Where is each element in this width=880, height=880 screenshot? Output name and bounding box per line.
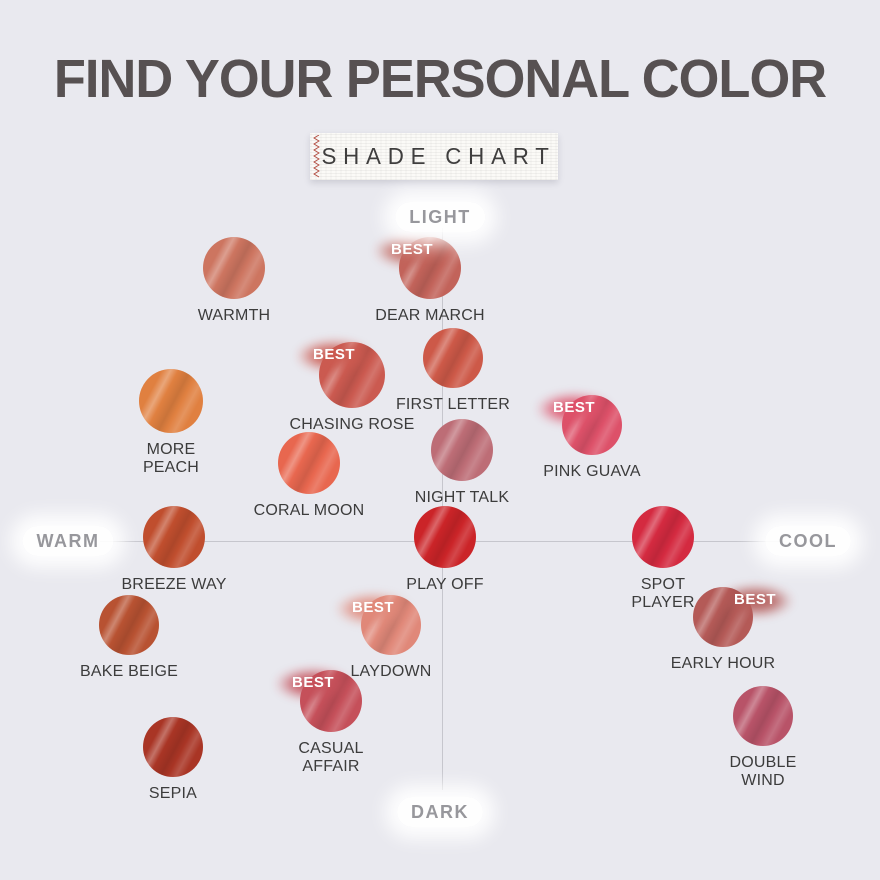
best-glow bbox=[536, 393, 612, 425]
shade-circle[interactable] bbox=[632, 506, 694, 568]
shade-label: CORAL MOON bbox=[253, 502, 365, 519]
shade-label: DOUBLE WIND bbox=[729, 754, 797, 789]
shade-label: PINK GUAVA bbox=[543, 463, 641, 480]
shade-label: BREEZE WAY bbox=[121, 576, 227, 593]
shade-swatch-more-peach[interactable]: MORE PEACH bbox=[101, 369, 241, 477]
shade-circle[interactable] bbox=[143, 717, 203, 777]
axis-label-warm: WARM bbox=[22, 526, 114, 556]
axis-label-light: LIGHT bbox=[395, 202, 485, 232]
shade-label: CASUAL AFFAIR bbox=[298, 740, 364, 775]
best-label: BEST bbox=[291, 674, 334, 691]
shade-label: WARMTH bbox=[197, 307, 271, 324]
best-glow bbox=[335, 593, 411, 625]
best-label: BEST bbox=[552, 399, 595, 416]
stitch-zigzag-icon bbox=[313, 135, 320, 178]
shade-circle[interactable] bbox=[139, 369, 203, 433]
axis-label-dark: DARK bbox=[397, 797, 483, 827]
shade-label: CHASING ROSE bbox=[289, 416, 415, 433]
best-badge: BEST bbox=[275, 668, 351, 700]
shade-circle[interactable] bbox=[423, 328, 483, 388]
best-glow bbox=[717, 585, 793, 617]
best-badge: BEST bbox=[536, 393, 612, 425]
shade-label: MORE PEACH bbox=[142, 441, 200, 476]
shade-label: FIRST LETTER bbox=[395, 396, 511, 413]
shade-swatch-double-wind[interactable]: DOUBLE WIND bbox=[693, 686, 833, 790]
shade-swatch-breeze-way[interactable]: BREEZE WAY bbox=[104, 506, 244, 594]
shade-circle[interactable] bbox=[733, 686, 793, 746]
shade-swatch-dear-march[interactable]: BEST DEAR MARCH bbox=[360, 235, 500, 325]
shade-label: DEAR MARCH bbox=[375, 307, 485, 324]
shade-label: PLAY OFF bbox=[406, 576, 484, 593]
shade-label: EARLY HOUR bbox=[670, 655, 776, 672]
shade-swatch-coral-moon[interactable]: CORAL MOON bbox=[239, 432, 379, 520]
shade-circle[interactable] bbox=[414, 506, 476, 568]
best-badge: BEST bbox=[296, 340, 372, 372]
tag-label: SHADE CHART bbox=[321, 143, 556, 169]
best-label: BEST bbox=[390, 241, 433, 258]
shade-label: NIGHT TALK bbox=[414, 489, 510, 506]
shade-swatch-night-talk[interactable]: NIGHT TALK bbox=[392, 419, 532, 507]
shade-swatch-bake-beige[interactable]: BAKE BEIGE bbox=[59, 595, 199, 681]
shade-swatch-pink-guava[interactable]: BEST PINK GUAVA bbox=[522, 393, 662, 481]
best-label: BEST bbox=[312, 346, 355, 363]
shade-swatch-laydown[interactable]: BEST LAYDOWN bbox=[321, 593, 461, 681]
best-glow bbox=[374, 235, 450, 267]
shade-circle[interactable] bbox=[143, 506, 205, 568]
shade-swatch-play-off[interactable]: PLAY OFF bbox=[375, 506, 515, 594]
best-label: BEST bbox=[351, 599, 394, 616]
shade-chart-tag: SHADE CHART bbox=[310, 133, 558, 180]
shade-swatch-chasing-rose[interactable]: BEST CHASING ROSE bbox=[282, 340, 422, 434]
shade-swatch-early-hour[interactable]: BEST EARLY HOUR bbox=[653, 585, 793, 673]
shade-label: LAYDOWN bbox=[350, 663, 432, 680]
shade-circle[interactable] bbox=[278, 432, 340, 494]
best-glow bbox=[296, 340, 372, 372]
best-badge: BEST bbox=[374, 235, 450, 267]
best-badge: BEST bbox=[335, 593, 411, 625]
page-title: FIND YOUR PERSONAL COLOR bbox=[53, 49, 827, 109]
axis-label-cool: COOL bbox=[765, 526, 851, 556]
best-badge: BEST bbox=[717, 585, 793, 617]
shade-swatch-warmth[interactable]: WARMTH bbox=[164, 237, 304, 325]
shade-label: SEPIA bbox=[148, 785, 198, 802]
shade-label: BAKE BEIGE bbox=[79, 663, 179, 680]
shade-swatch-sepia[interactable]: SEPIA bbox=[103, 717, 243, 803]
best-glow bbox=[275, 668, 351, 700]
shade-circle[interactable] bbox=[99, 595, 159, 655]
shade-circle[interactable] bbox=[203, 237, 265, 299]
shade-swatch-spot-player[interactable]: SPOT PLAYER bbox=[593, 506, 733, 612]
shade-label: SPOT PLAYER bbox=[631, 576, 695, 611]
shade-swatch-first-letter[interactable]: FIRST LETTER bbox=[383, 328, 523, 414]
best-label: BEST bbox=[733, 591, 776, 608]
shade-swatch-casual-affair[interactable]: BEST CASUAL AFFAIR bbox=[261, 668, 401, 776]
shade-circle[interactable] bbox=[431, 419, 493, 481]
